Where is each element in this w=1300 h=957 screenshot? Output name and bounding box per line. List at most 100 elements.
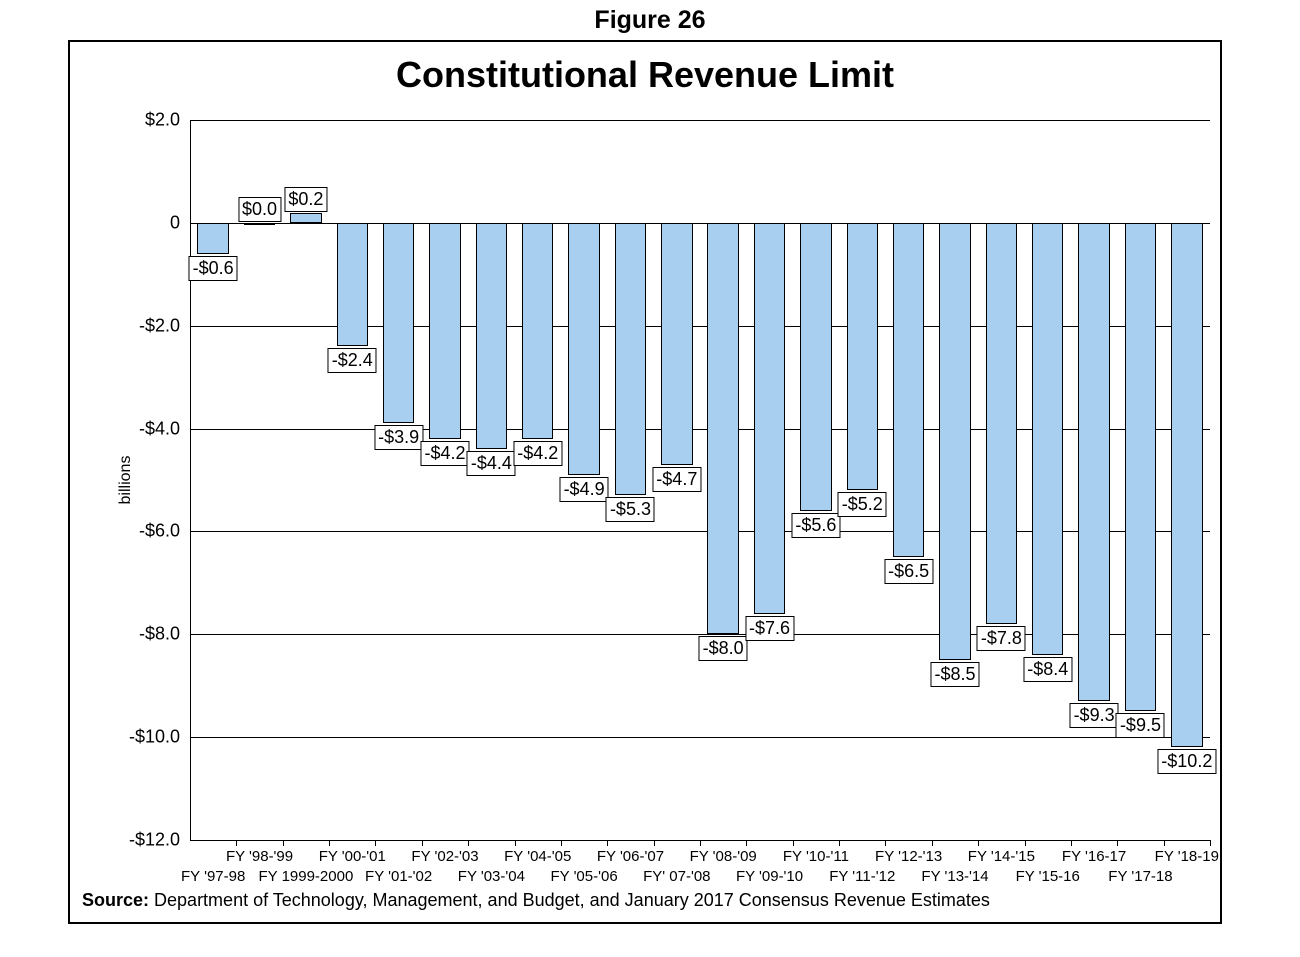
x-tick-mark (515, 840, 516, 846)
y-tick-label: -$2.0 (139, 315, 190, 336)
data-label: $0.2 (284, 187, 327, 212)
x-tick-mark (700, 840, 701, 846)
y-tick-label: -$12.0 (129, 830, 190, 851)
data-label: -$5.6 (791, 513, 840, 538)
data-label: -$4.9 (560, 477, 609, 502)
data-label: -$0.6 (189, 256, 238, 281)
bar (800, 223, 832, 511)
chart-title: Constitutional Revenue Limit (70, 54, 1220, 96)
x-tick-label: FY 1999-2000 (259, 868, 354, 885)
x-tick-mark (978, 840, 979, 846)
data-label: -$7.8 (977, 626, 1026, 651)
x-tick-mark (1164, 840, 1165, 846)
y-tick-label: -$10.0 (129, 727, 190, 748)
x-tick-label: FY '13-'14 (921, 868, 988, 885)
plot-area: billions $2.00-$2.0-$4.0-$6.0-$8.0-$10.0… (190, 120, 1210, 840)
x-tick-label: FY '14-'15 (968, 848, 1035, 865)
x-tick-mark (793, 840, 794, 846)
x-tick-label: FY '98-'99 (226, 848, 293, 865)
bar (429, 223, 461, 439)
data-label: -$7.6 (745, 616, 794, 641)
data-label: -$4.2 (420, 441, 469, 466)
data-label: -$8.5 (930, 662, 979, 687)
source-line: Source: Department of Technology, Manage… (82, 890, 990, 911)
data-label: -$9.5 (1116, 713, 1165, 738)
data-label: -$5.2 (838, 492, 887, 517)
y-axis-line (190, 120, 191, 840)
data-label: -$8.4 (1023, 657, 1072, 682)
x-tick-mark (1210, 840, 1211, 846)
x-tick-label: FY '06-'07 (597, 848, 664, 865)
bar (244, 223, 276, 225)
bar (383, 223, 415, 424)
x-tick-label: FY '97-98 (181, 868, 245, 885)
x-tick-mark (885, 840, 886, 846)
bar (197, 223, 229, 254)
data-label: -$4.2 (513, 441, 562, 466)
x-tick-label: FY '08-'09 (690, 848, 757, 865)
x-tick-label: FY' 07-'08 (643, 868, 710, 885)
y-axis-title: billions (117, 456, 135, 505)
y-tick-label: -$8.0 (139, 624, 190, 645)
x-tick-label: FY '03-'04 (458, 868, 525, 885)
bar (986, 223, 1018, 624)
x-tick-label: FY '17-18 (1108, 868, 1172, 885)
x-tick-mark (654, 840, 655, 846)
y-tick-label: -$6.0 (139, 521, 190, 542)
x-tick-mark (375, 840, 376, 846)
x-tick-label: FY '11-'12 (829, 868, 895, 885)
bar (1032, 223, 1064, 655)
x-tick-mark (1071, 840, 1072, 846)
bar (290, 213, 322, 223)
gridline (190, 120, 1210, 121)
data-label: -$4.4 (467, 451, 516, 476)
bar (1171, 223, 1203, 748)
x-tick-label: FY '10-'11 (783, 848, 849, 865)
data-label: -$5.3 (606, 497, 655, 522)
bar (568, 223, 600, 475)
page-root: Figure 26 Constitutional Revenue Limit b… (0, 0, 1300, 957)
x-tick-label: FY '02-'03 (411, 848, 478, 865)
data-label: -$4.7 (652, 467, 701, 492)
data-label: -$10.2 (1157, 749, 1216, 774)
bar (847, 223, 879, 490)
x-tick-label: FY '16-17 (1062, 848, 1126, 865)
x-tick-mark (1117, 840, 1118, 846)
chart-outer-box: Constitutional Revenue Limit billions $2… (68, 40, 1222, 924)
x-tick-mark (283, 840, 284, 846)
x-tick-mark (468, 840, 469, 846)
x-tick-label: FY '15-16 (1016, 868, 1080, 885)
bar (337, 223, 369, 346)
x-tick-mark (607, 840, 608, 846)
x-tick-mark (746, 840, 747, 846)
x-tick-mark (839, 840, 840, 846)
bar (615, 223, 647, 496)
bar (893, 223, 925, 557)
y-tick-label: 0 (170, 212, 190, 233)
x-tick-label: FY '18-19 (1155, 848, 1219, 865)
bar (754, 223, 786, 614)
data-label: -$2.4 (328, 348, 377, 373)
data-label: -$9.3 (1070, 703, 1119, 728)
x-tick-label: FY '04-'05 (504, 848, 571, 865)
gridline (190, 737, 1210, 738)
data-label: -$8.0 (699, 636, 748, 661)
x-tick-label: FY '12-'13 (875, 848, 942, 865)
y-tick-label: $2.0 (145, 110, 190, 131)
bar (707, 223, 739, 634)
source-text: Department of Technology, Management, an… (149, 890, 990, 910)
data-label: -$3.9 (374, 425, 423, 450)
data-label: -$6.5 (884, 559, 933, 584)
source-prefix: Source: (82, 890, 149, 910)
x-tick-mark (1025, 840, 1026, 846)
x-tick-mark (236, 840, 237, 846)
bar (661, 223, 693, 465)
x-tick-mark (422, 840, 423, 846)
x-tick-mark (561, 840, 562, 846)
y-tick-label: -$4.0 (139, 418, 190, 439)
x-tick-mark (932, 840, 933, 846)
bar (476, 223, 508, 449)
x-tick-label: FY '09-'10 (736, 868, 803, 885)
x-tick-label: FY '00-'01 (319, 848, 386, 865)
data-label: $0.0 (238, 197, 281, 222)
